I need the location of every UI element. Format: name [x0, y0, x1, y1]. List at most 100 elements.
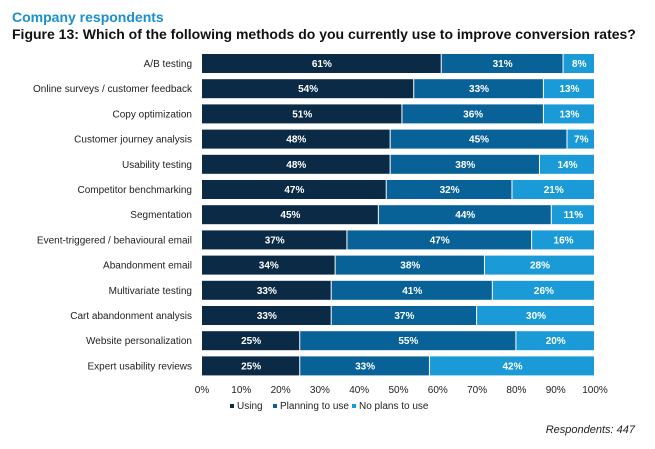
- x-tick-label: 60%: [428, 385, 448, 396]
- data-label: 38%: [455, 160, 475, 171]
- bar-segment: [202, 356, 300, 376]
- bar-segment: [331, 306, 477, 325]
- bar-segment: [543, 79, 594, 99]
- x-tick-label: 50%: [388, 385, 408, 396]
- category-label: Website personalization: [86, 336, 192, 347]
- bar-segment: [563, 54, 594, 73]
- data-label: 31%: [493, 59, 513, 70]
- data-label: 13%: [559, 109, 579, 120]
- data-label: 33%: [257, 286, 277, 297]
- bar-segment: [484, 255, 594, 275]
- x-tick-label: 20%: [271, 385, 291, 396]
- data-label: 25%: [241, 361, 261, 372]
- data-label: 44%: [455, 210, 475, 221]
- category-label: Event-triggered / behavioural email: [37, 235, 192, 246]
- bar-segment: [390, 154, 539, 174]
- x-tick-label: 80%: [506, 385, 526, 396]
- legend-entry: Using: [237, 401, 263, 412]
- bar-segment: [532, 230, 594, 250]
- bar-segment: [202, 306, 331, 325]
- bar-segment: [551, 205, 594, 225]
- legend-swatch: [273, 404, 277, 408]
- data-label: 51%: [292, 109, 312, 120]
- x-tick-label: 100%: [582, 385, 608, 396]
- bar-segment: [202, 79, 414, 99]
- data-label: 16%: [554, 235, 574, 246]
- legend-entry: Planning to use: [280, 401, 349, 412]
- bar-segment: [512, 180, 594, 199]
- category-label: Online surveys / customer feedback: [33, 84, 193, 95]
- bar-segment: [202, 331, 300, 351]
- x-tick-label: 90%: [546, 385, 566, 396]
- x-tick-label: 70%: [467, 385, 487, 396]
- category-label: Usability testing: [122, 160, 192, 171]
- bar-segment: [429, 356, 594, 376]
- bar-segment: [386, 180, 512, 199]
- data-label: 21%: [544, 185, 564, 196]
- data-label: 37%: [265, 235, 285, 246]
- category-label: Cart abandonment analysis: [70, 311, 192, 322]
- bar-segment: [516, 331, 594, 351]
- data-label: 7%: [574, 135, 589, 146]
- bar-segment: [202, 54, 441, 73]
- data-label: 41%: [402, 286, 422, 297]
- bar-segment: [202, 205, 378, 225]
- bar-segment: [300, 356, 429, 376]
- data-label: 34%: [259, 261, 279, 272]
- data-label: 20%: [546, 336, 566, 347]
- bar-segment: [202, 104, 402, 124]
- x-tick-label: 0%: [195, 385, 210, 396]
- bar-segment: [202, 154, 390, 174]
- data-label: 48%: [286, 160, 306, 171]
- category-label: Competitor benchmarking: [78, 185, 193, 196]
- data-label: 26%: [534, 286, 554, 297]
- data-label: 30%: [526, 311, 546, 322]
- chart-title: Figure 13: Which of the following method…: [12, 26, 636, 42]
- bar-segment: [202, 129, 390, 149]
- data-label: 28%: [530, 261, 550, 272]
- data-label: 14%: [557, 160, 577, 171]
- x-tick-label: 40%: [349, 385, 369, 396]
- bar-segment: [335, 255, 484, 275]
- data-label: 47%: [284, 185, 304, 196]
- data-label: 11%: [564, 210, 584, 221]
- data-label: 55%: [398, 336, 418, 347]
- bar-segment: [202, 255, 335, 275]
- category-label: Segmentation: [130, 210, 192, 221]
- bar-segment: [543, 104, 594, 124]
- legend-swatch: [352, 404, 356, 408]
- category-label: A/B testing: [144, 59, 192, 70]
- category-label: Customer journey analysis: [74, 135, 192, 146]
- bar-segment: [390, 129, 567, 149]
- data-label: 45%: [280, 210, 300, 221]
- category-label: Multivariate testing: [109, 286, 192, 297]
- data-label: 25%: [241, 336, 261, 347]
- data-label: 33%: [469, 84, 489, 95]
- x-tick-label: 10%: [231, 385, 251, 396]
- data-label: 8%: [572, 59, 587, 70]
- bar-segment: [492, 280, 594, 300]
- data-label: 42%: [502, 361, 522, 372]
- data-label: 36%: [463, 109, 483, 120]
- chart-subtitle: Company respondents: [12, 9, 164, 25]
- category-label: Expert usability reviews: [88, 361, 192, 372]
- data-label: 47%: [430, 235, 450, 246]
- data-label: 13%: [559, 84, 579, 95]
- x-tick-label: 30%: [310, 385, 330, 396]
- bar-segment: [202, 280, 331, 300]
- data-label: 48%: [286, 135, 306, 146]
- bar-segment: [300, 331, 516, 351]
- data-label: 33%: [355, 361, 375, 372]
- bar-segment: [202, 230, 347, 250]
- data-label: 45%: [469, 135, 489, 146]
- data-label: 32%: [440, 185, 460, 196]
- respondents-note: Respondents: 447: [545, 424, 635, 436]
- bar-segment: [441, 54, 563, 73]
- bar-segment: [477, 306, 594, 325]
- bar-segment: [539, 154, 594, 174]
- bar-segment: [202, 180, 386, 199]
- data-label: 33%: [257, 311, 277, 322]
- legend-swatch: [230, 404, 234, 408]
- data-label: 38%: [400, 261, 420, 272]
- bar-segment: [402, 104, 543, 124]
